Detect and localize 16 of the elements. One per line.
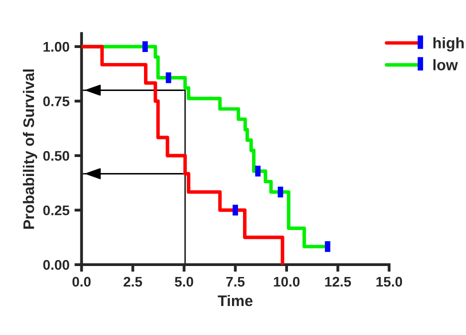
x-axis-title: Time [218,294,253,306]
x-tick-label: 0.0 [72,276,91,287]
y-tick-label: 0.00 [43,260,70,270]
x-tick-label: 12.5 [325,276,351,287]
y-tick-label: 0.75 [43,96,70,106]
x-tick-label: 10.0 [274,276,300,287]
y-tick-label: 0.25 [43,205,70,216]
x-tick-label: 7.5 [226,276,245,287]
legend-label: low [433,59,458,70]
x-tick-label: 5.0 [174,276,194,287]
x-tick-label: 15.0 [376,276,402,287]
y-tick-label: 1.00 [44,42,70,52]
x-tick-label: 2.5 [124,276,142,287]
legend-label: high [433,37,464,52]
y-axis-title: Probability of Survival [22,70,38,229]
y-tick-label: 0.50 [43,150,70,161]
